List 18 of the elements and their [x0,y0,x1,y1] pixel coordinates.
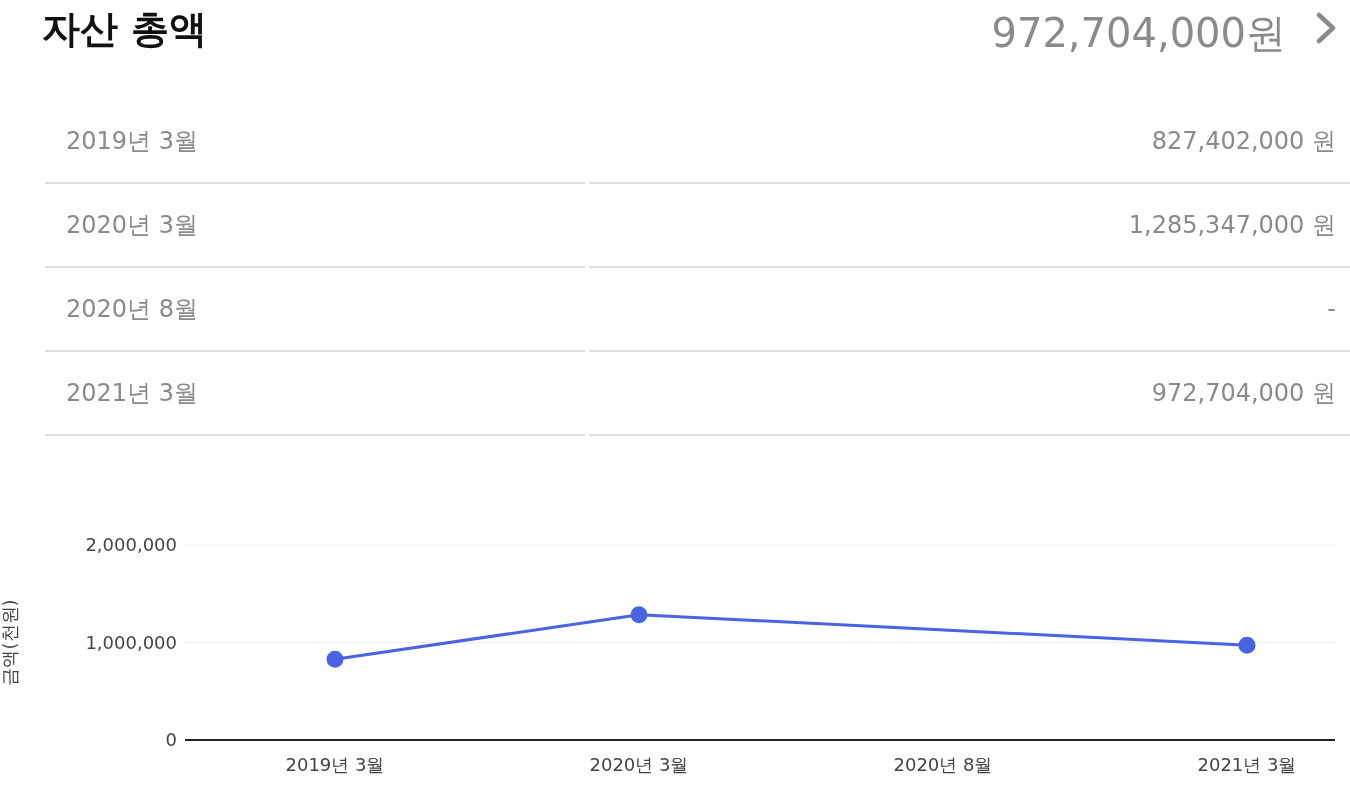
chart-title: 자산 총액 [42,6,208,53]
y-axis-title: 금액(천원) [0,599,21,686]
y-tick-label: 1,000,000 [85,631,177,653]
y-tick-label: 0 [165,729,177,751]
category-label: 2021년 3월 [66,379,198,407]
text: - [589,268,1350,352]
category-label: 2020년 8월 [66,295,198,323]
y-tick-label: 2,000,000 [85,534,177,556]
text: 827,402,000 원 [589,100,1350,184]
x-tick-label: 2019년 3월 [285,753,385,775]
text: 1,285,347,000 원 [589,184,1350,268]
x-tick-label: 2020년 8월 [893,753,993,775]
text: 972,704,000 원 [589,352,1350,436]
x-tick-label: 2021년 3월 [1197,753,1297,775]
x-tick-label: 2020년 3월 [589,753,689,775]
category-label: 2020년 3월 [66,211,198,239]
category-label: 2019년 3월 [66,127,198,155]
chart-subtitle: 972,704,000원 [991,9,1286,58]
